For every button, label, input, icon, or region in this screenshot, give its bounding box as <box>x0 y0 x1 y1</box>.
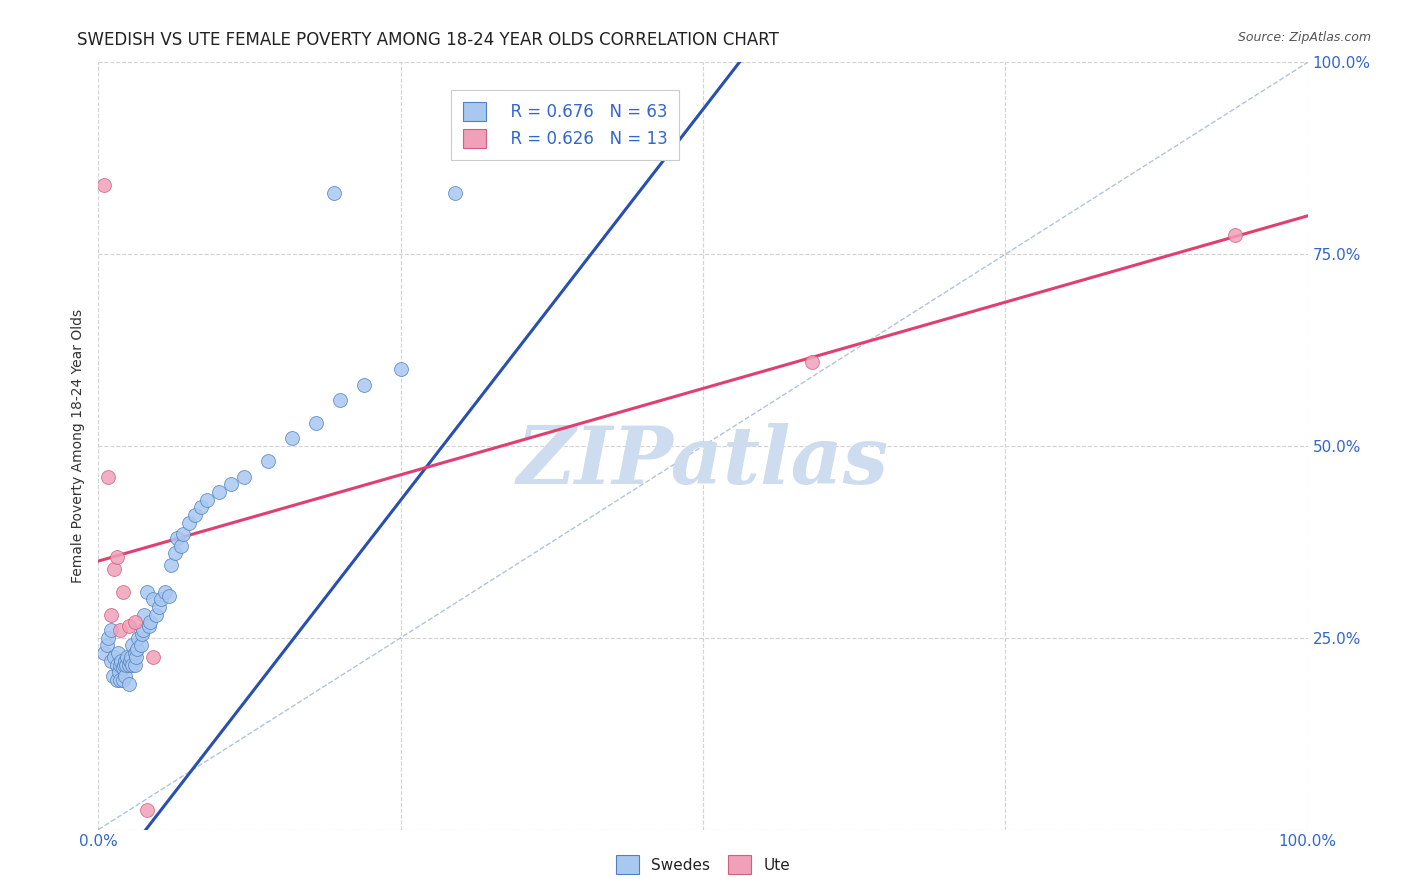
Point <box>118 654 141 668</box>
Point <box>111 661 134 675</box>
Point <box>179 516 201 530</box>
Point <box>148 600 170 615</box>
Point <box>97 631 120 645</box>
Point <box>108 673 131 687</box>
Point <box>100 654 122 668</box>
Point <box>323 186 346 200</box>
Point <box>115 657 138 672</box>
Point <box>150 592 173 607</box>
Point <box>118 677 141 691</box>
Point <box>121 657 143 672</box>
Point <box>172 527 194 541</box>
Point <box>121 639 143 653</box>
Point <box>800 354 823 368</box>
Point <box>160 558 183 572</box>
Y-axis label: Female Poverty Among 18-24 Year Olds: Female Poverty Among 18-24 Year Olds <box>72 309 86 583</box>
Point <box>127 631 149 645</box>
Point <box>184 508 207 522</box>
Legend: Swedes, Ute: Swedes, Ute <box>610 849 796 880</box>
Text: ZIPatlas: ZIPatlas <box>517 423 889 500</box>
Point <box>139 615 162 630</box>
Point <box>125 649 148 664</box>
Point <box>127 642 149 657</box>
Point <box>157 589 180 603</box>
Point <box>108 657 131 672</box>
Point <box>124 615 146 630</box>
Point <box>103 649 125 664</box>
Point <box>142 592 165 607</box>
Point <box>169 539 191 553</box>
Point <box>195 492 218 507</box>
Point <box>120 649 142 664</box>
Point <box>281 431 304 445</box>
Point <box>107 646 129 660</box>
Point <box>129 639 152 653</box>
Point <box>118 619 141 633</box>
Point <box>353 377 375 392</box>
Point <box>132 623 155 637</box>
Point <box>135 584 157 599</box>
Point <box>100 623 122 637</box>
Point <box>135 804 157 818</box>
Point <box>114 654 136 668</box>
Text: SWEDISH VS UTE FEMALE POVERTY AMONG 18-24 YEAR OLDS CORRELATION CHART: SWEDISH VS UTE FEMALE POVERTY AMONG 18-2… <box>77 31 779 49</box>
Point <box>93 178 115 193</box>
Point <box>110 654 132 668</box>
Point <box>93 646 115 660</box>
Point <box>111 673 134 687</box>
Point <box>100 607 122 622</box>
Point <box>105 673 128 687</box>
Point <box>131 627 153 641</box>
Point <box>124 646 146 660</box>
Point <box>112 657 135 672</box>
Point <box>190 500 212 515</box>
Point <box>221 477 243 491</box>
Point <box>105 550 128 565</box>
Point <box>1223 227 1246 242</box>
Point <box>166 531 188 545</box>
Point <box>96 639 118 653</box>
Point <box>117 649 139 664</box>
Point <box>444 186 467 200</box>
Point <box>124 657 146 672</box>
Point <box>208 485 231 500</box>
Legend:   R = 0.676   N = 63,   R = 0.626   N = 13: R = 0.676 N = 63, R = 0.626 N = 13 <box>451 90 679 161</box>
Point <box>108 623 131 637</box>
Point <box>145 607 167 622</box>
Point <box>111 584 134 599</box>
Point <box>101 669 124 683</box>
Point <box>134 607 156 622</box>
Point <box>97 469 120 483</box>
Point <box>138 619 160 633</box>
Point <box>163 546 186 560</box>
Point <box>108 665 131 680</box>
Point <box>118 657 141 672</box>
Point <box>105 657 128 672</box>
Point <box>329 392 352 407</box>
Point <box>114 669 136 683</box>
Point <box>232 469 254 483</box>
Point <box>142 649 165 664</box>
Point <box>256 454 278 468</box>
Text: Source: ZipAtlas.com: Source: ZipAtlas.com <box>1237 31 1371 45</box>
Point <box>153 584 176 599</box>
Point <box>103 562 125 576</box>
Point <box>305 416 328 430</box>
Point <box>389 362 412 376</box>
